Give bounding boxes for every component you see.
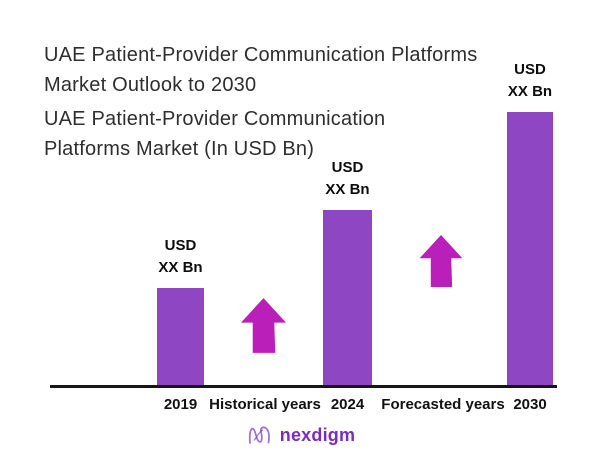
chart-title-line1: UAE Patient-Provider Communication Platf…: [44, 44, 478, 66]
bar-value-label-2019: USD XX Bn: [158, 237, 203, 276]
chart-subtitle-line2: Platforms Market (In USD Bn): [44, 138, 315, 160]
forecasted-years-label: Forecasted years: [381, 396, 505, 413]
bar-value-label-2030: USD XX Bn: [507, 61, 553, 100]
chart-header: UAE Patient-Provider Communication Platf…: [44, 40, 524, 164]
x-tick-label-2030: 2030: [513, 396, 547, 413]
bar-2024: [323, 210, 372, 387]
bar-2019: [157, 288, 204, 387]
nexdigm-logo-text: nexdigm: [279, 424, 356, 445]
growth-arrow-icon: [240, 298, 287, 353]
chart-subtitle: UAE Patient-Provider Communication Platf…: [44, 104, 524, 164]
chart-title: UAE Patient-Provider Communication Platf…: [44, 40, 524, 100]
x-axis-line: [50, 385, 557, 388]
chart-subtitle-line1: UAE Patient-Provider Communication: [44, 108, 386, 130]
x-tick-label-2019: 2019: [163, 396, 198, 413]
nexdigm-logo: nexdigm: [0, 423, 602, 447]
historical-years-label: Historical years: [209, 396, 321, 413]
bar-2030: [507, 112, 553, 387]
bar-value-label-2024: USD XX Bn: [325, 159, 370, 198]
growth-arrow-icon: [417, 235, 465, 287]
chart-title-line2: Market Outlook to 2030: [44, 74, 257, 96]
nexdigm-wave-icon: [247, 423, 273, 447]
x-tick-label-2024: 2024: [330, 396, 365, 413]
